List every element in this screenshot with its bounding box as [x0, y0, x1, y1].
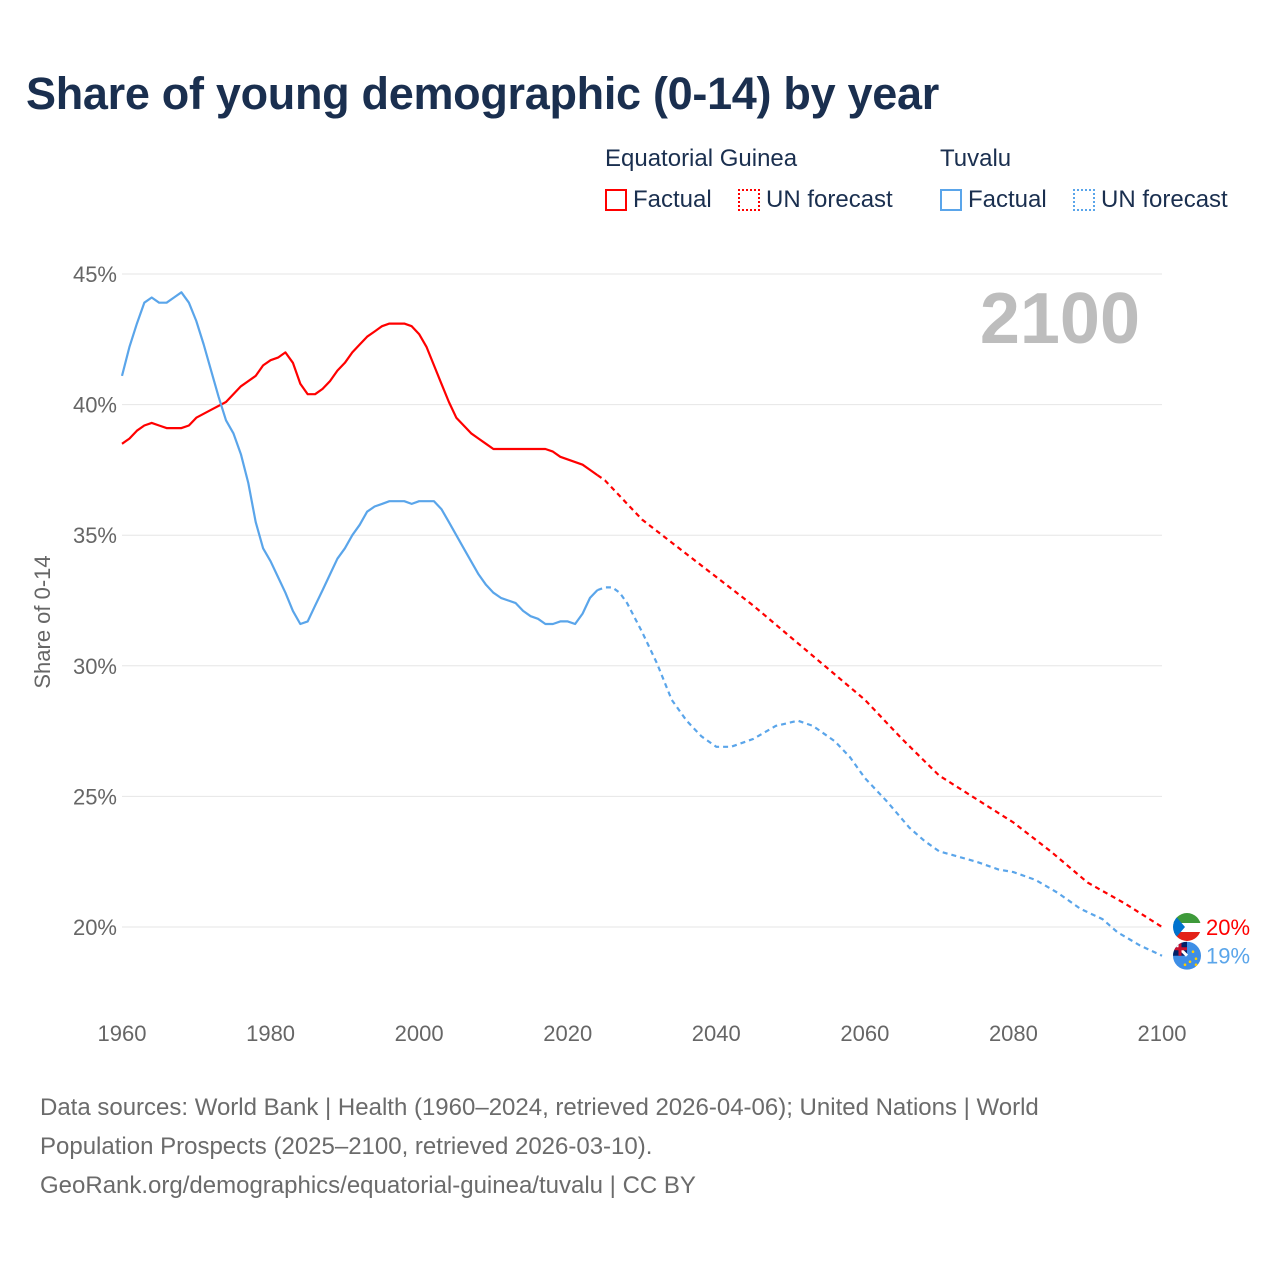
- legend-label: Factual: [968, 186, 1047, 213]
- x-tick-label: 2040: [692, 1021, 741, 1046]
- flag-star: [1188, 960, 1192, 964]
- x-tick-label: 2080: [989, 1021, 1038, 1046]
- legend-group-tuvalu: Tuvalu: [940, 145, 1012, 172]
- legend-swatch-dotted: [1073, 189, 1095, 211]
- legend-label: UN forecast: [1101, 186, 1228, 213]
- y-tick-label: 25%: [73, 784, 117, 809]
- y-tick-label: 30%: [73, 654, 117, 679]
- footer-source-2: Population Prospects (2025–2100, retriev…: [40, 1133, 653, 1160]
- y-axis-label: Share of 0-14: [30, 555, 55, 688]
- flag-stripe: [1173, 923, 1201, 932]
- line-equatorial-guinea-factual: [121, 322, 599, 477]
- legend-eg-forecast[interactable]: UN forecast: [738, 186, 893, 214]
- end-label-tuvalu: 19%: [1206, 944, 1250, 969]
- x-tick-label: 1960: [98, 1021, 147, 1046]
- legend-swatch-dotted: [738, 189, 760, 211]
- flag-star: [1183, 963, 1187, 967]
- flag-star: [1191, 950, 1195, 954]
- chart-title: Share of young demographic (0-14) by yea…: [26, 68, 939, 119]
- current-year-label: 2100: [980, 279, 1140, 359]
- legend-eg-factual[interactable]: Factual: [605, 186, 712, 214]
- flag-body: [1173, 913, 1201, 941]
- flag-body: [1173, 941, 1201, 970]
- flag-triangle: [1173, 913, 1185, 941]
- x-tick-label: 2100: [1138, 1021, 1187, 1046]
- legend-swatch-solid: [605, 189, 627, 211]
- legend-tuvalu-forecast[interactable]: UN forecast: [1073, 186, 1228, 214]
- y-tick-label: 35%: [73, 523, 117, 548]
- footer-link[interactable]: GeoRank.org/demographics/equatorial-guin…: [40, 1172, 696, 1199]
- y-tick-label: 40%: [73, 393, 117, 418]
- legend-label: UN forecast: [766, 186, 893, 213]
- line-tuvalu-factual: [120, 291, 599, 626]
- legend-group-equatorial-guinea: Equatorial Guinea: [605, 145, 798, 172]
- end-label-equatorial-guinea: 20%: [1206, 915, 1250, 940]
- line-tuvalu-forecast: [597, 586, 1163, 957]
- x-tick-label: 2020: [543, 1021, 592, 1046]
- x-tick-label: 1980: [246, 1021, 295, 1046]
- y-tick-label: 45%: [73, 262, 117, 287]
- legend-swatch-solid: [940, 189, 962, 211]
- legend-label: Factual: [633, 186, 712, 213]
- flag-equatorial-guinea-icon: [1173, 913, 1201, 941]
- x-tick-label: 2060: [840, 1021, 889, 1046]
- flag-stripe: [1173, 913, 1201, 923]
- footer-source-1: Data sources: World Bank | Health (1960–…: [40, 1094, 1039, 1121]
- legend-tuvalu-factual[interactable]: Factual: [940, 186, 1047, 214]
- footer: Data sources: World Bank | Health (1960–…: [40, 1088, 1039, 1205]
- flag-tuvalu-icon: [1173, 941, 1201, 970]
- flag-star: [1194, 957, 1198, 961]
- x-tick-label: 2000: [395, 1021, 444, 1046]
- flag-star: [1194, 963, 1198, 967]
- line-equatorial-guinea-forecast: [596, 474, 1163, 928]
- y-tick-label: 20%: [73, 915, 117, 940]
- flag-stripe: [1173, 932, 1201, 941]
